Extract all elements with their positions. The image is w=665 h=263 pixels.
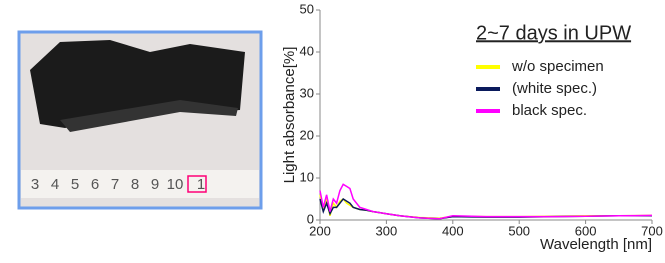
series-line bbox=[319, 194, 653, 220]
ruler-label: 4 bbox=[51, 176, 59, 193]
y-axis-label: Light absorbance[%] bbox=[281, 47, 298, 184]
ruler-label: 1 bbox=[197, 176, 205, 193]
ruler-label: 9 bbox=[151, 176, 159, 193]
ruler-label: 10 bbox=[167, 176, 184, 193]
x-tick-label: 600 bbox=[575, 223, 597, 238]
photo bbox=[17, 30, 263, 210]
y-tick-label: 0 bbox=[307, 211, 314, 226]
x-tick-label: 300 bbox=[376, 223, 398, 238]
series-line bbox=[319, 183, 653, 220]
x-tick-label: 400 bbox=[442, 223, 464, 238]
ruler-label: 6 bbox=[91, 176, 99, 193]
x-tick-label: 700 bbox=[641, 223, 663, 238]
legend-label: w/o specimen bbox=[511, 58, 604, 75]
ruler bbox=[21, 170, 259, 198]
chart-title: 2~7 days in UPW bbox=[476, 22, 631, 44]
y-tick-label: 30 bbox=[300, 85, 314, 100]
legend-label: (white spec.) bbox=[512, 80, 597, 97]
ruler-label: 7 bbox=[111, 176, 119, 193]
legend-label: black spec. bbox=[512, 102, 587, 119]
ruler-label: 3 bbox=[31, 176, 39, 193]
ruler-label: 5 bbox=[71, 176, 79, 193]
y-tick-label: 50 bbox=[300, 1, 314, 16]
specimen-edge bbox=[60, 100, 238, 132]
y-tick-label: 40 bbox=[300, 43, 314, 58]
y-tick-label: 10 bbox=[300, 169, 314, 184]
x-tick-label: 200 bbox=[309, 223, 331, 238]
x-axis-label: Wavelength [nm] bbox=[540, 236, 652, 253]
x-tick-label: 500 bbox=[508, 223, 530, 238]
ruler-highlight bbox=[187, 175, 207, 193]
y-tick-label: 20 bbox=[300, 127, 314, 142]
ruler-label: 8 bbox=[131, 176, 139, 193]
